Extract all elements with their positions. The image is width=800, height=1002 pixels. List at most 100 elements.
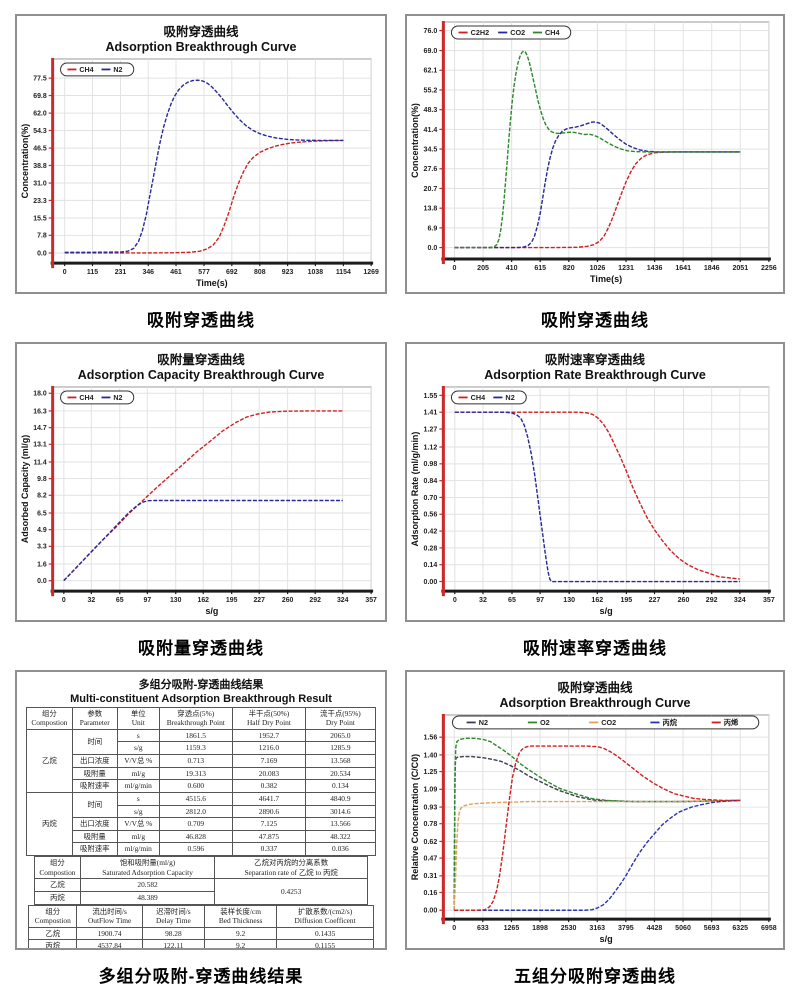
column-header: 半干点(50%) Half Dry Point [231, 706, 307, 730]
column-header: 乙烷对丙烷的分离系数 Separation rate of 乙烷 to 丙烷 [213, 855, 369, 880]
component-name: 丙烷 [33, 890, 82, 905]
unit: ml/g [116, 829, 160, 844]
value: 4641.7 [231, 791, 307, 806]
value: 47.875 [231, 829, 307, 844]
svg-text:0.84: 0.84 [424, 478, 438, 485]
svg-text:357: 357 [763, 597, 775, 604]
svg-text:615: 615 [534, 265, 546, 272]
svg-text:97: 97 [143, 597, 151, 604]
chart-series-CO2 [453, 799, 741, 911]
chart-series-C2H2 [454, 151, 741, 249]
svg-text:1.25: 1.25 [424, 769, 438, 776]
svg-text:62.1: 62.1 [424, 68, 438, 75]
value: 0.596 [158, 842, 233, 856]
svg-text:Adsorbed Capacity (ml/g): Adsorbed Capacity (ml/g) [20, 435, 30, 543]
value: 48.389 [80, 890, 215, 905]
chart-legend: CH4 N2 [60, 62, 135, 77]
svg-text:N2: N2 [113, 66, 122, 74]
svg-text:C2H2: C2H2 [471, 28, 490, 37]
svg-text:820: 820 [563, 265, 575, 272]
table-row: 组分 Compostion 参数 Parameter 单位 Unit 穿透点(5%) Brea… [26, 706, 376, 730]
svg-text:692: 692 [226, 269, 238, 276]
svg-text:4.9: 4.9 [37, 527, 47, 534]
svg-text:6325: 6325 [732, 925, 748, 932]
svg-text:292: 292 [706, 597, 718, 604]
svg-text:0: 0 [63, 269, 67, 276]
panel-caption: 吸附量穿透曲线 [138, 638, 264, 658]
value: 1952.7 [231, 728, 307, 743]
svg-text:292: 292 [309, 597, 321, 604]
svg-text:15.5: 15.5 [33, 215, 47, 222]
svg-text:205: 205 [477, 265, 489, 272]
value: 2890.6 [231, 804, 307, 819]
svg-text:32: 32 [88, 597, 96, 604]
svg-text:1026: 1026 [590, 265, 606, 272]
value: 13.566 [305, 817, 376, 831]
chart-title-en: Adsorption Breakthrough Curve [499, 696, 691, 710]
table-row: 组分 Compostion 流出时间/s OutFlow Time 迟滞时间/s Dela… [28, 904, 374, 928]
svg-text:34.5: 34.5 [424, 146, 438, 153]
panel-multiconstituent-result: 多组分吸附-穿透曲线结果 Multi-constituent Adsorptio… [15, 670, 387, 950]
svg-text:N2: N2 [505, 393, 514, 402]
rate-breakthrough-chart: 0.00 0.14 0.28 0.42 0.56 0.70 0.84 0.98 1.12 1.27… [410, 385, 775, 616]
svg-text:5693: 5693 [704, 925, 720, 932]
table-row: 乙烷 时间 s 1861.5 1952.7 2065.0 [26, 728, 376, 793]
component-name: 乙烷 [33, 878, 82, 892]
unit: V/V总 % [116, 754, 160, 768]
svg-text:38.8: 38.8 [33, 163, 47, 170]
svg-text:0.42: 0.42 [424, 529, 438, 536]
panel-cell-capacity: 吸附量穿透曲线 Adsorption Capacity Breakthrough… [15, 342, 387, 670]
parameter-name: 时间 [71, 728, 118, 756]
svg-text:27.6: 27.6 [424, 166, 438, 173]
parameter-name: 吸附速率 [71, 842, 118, 856]
column-header: 组分 Compostion [33, 855, 82, 880]
value: 0.382 [231, 779, 307, 793]
table-row: 吸附速率 ml/g/min 0.600 0.382 0.134 [27, 779, 376, 793]
chart-series-CH4 [64, 139, 344, 254]
svg-text:69.8: 69.8 [33, 93, 47, 100]
value: 0.600 [158, 779, 233, 793]
chart-series-O2 [453, 737, 741, 911]
parameter-name: 出口浓度 [71, 754, 118, 768]
svg-text:3.3: 3.3 [37, 544, 47, 551]
svg-text:162: 162 [198, 597, 210, 604]
svg-text:77.5: 77.5 [33, 76, 47, 83]
capacity-breakthrough-chart: 0.0 1.6 3.3 4.9 6.5 8.2 9.8 11.4 13.1 14.7 16.3 18.… [20, 385, 377, 616]
svg-text:0.56: 0.56 [424, 512, 438, 519]
five-component-breakthrough-chart: 0.00 0.16 0.31 0.47 0.62 0.78 0.93 1.09 1.25 1.40… [410, 713, 777, 944]
svg-text:97: 97 [536, 597, 544, 604]
parameter-name: 时间 [71, 791, 118, 819]
chart-title-cn: 吸附穿透曲线 [557, 681, 633, 695]
svg-text:65: 65 [116, 597, 124, 604]
flow-time-table: 组分 Compostion 流出时间/s OutFlow Time 迟滞时间/s Dela… [28, 904, 374, 948]
table-row: 出口浓度 V/V总 % 0.713 7.169 13.568 [27, 754, 376, 768]
value: 2065.0 [305, 728, 376, 743]
unit: ml/g/min [116, 842, 160, 856]
column-header: 扩散系数/(cm2/s) Diffusion Coefficent [276, 904, 374, 928]
parameter-name: 吸附量 [71, 766, 118, 781]
panel-capacity-breakthrough: 吸附量穿透曲线 Adsorption Capacity Breakthrough… [15, 342, 387, 622]
column-header: 流干点(95%) Dry Point [305, 706, 376, 730]
svg-text:N2: N2 [479, 718, 488, 727]
svg-text:20.7: 20.7 [424, 186, 438, 193]
svg-text:Time(s): Time(s) [196, 278, 227, 288]
value: 9.2 [203, 939, 278, 948]
value: 0.036 [305, 842, 376, 856]
panel-breakthrough-ch4-n2: 吸附穿透曲线 Adsorption Breakthrough Curve 0.0… [15, 14, 387, 294]
chart-legend: C2H2 CO2 CH4 [450, 25, 572, 40]
svg-text:N2: N2 [113, 394, 122, 402]
svg-text:0: 0 [453, 597, 457, 604]
table-row: 出口浓度 V/V总 % 0.709 7.125 13.566 [27, 817, 376, 831]
parameter-name: 吸附量 [71, 829, 118, 844]
svg-text:18.0: 18.0 [33, 391, 47, 398]
column-header: 组分 Compostion [26, 706, 73, 730]
table-row: 吸附速率 ml/g/min 0.596 0.337 0.036 [27, 842, 376, 856]
svg-text:1038: 1038 [308, 269, 324, 276]
svg-text:0.14: 0.14 [424, 562, 438, 569]
svg-text:41.4: 41.4 [424, 127, 438, 134]
svg-text:0.28: 0.28 [424, 545, 438, 552]
value: 0.709 [158, 817, 233, 831]
svg-text:130: 130 [563, 597, 575, 604]
panel-cell-result: 多组分吸附-穿透曲线结果 Multi-constituent Adsorptio… [15, 670, 387, 998]
table-row: s/g 1159.3 1216.0 1285.9 [27, 741, 376, 755]
